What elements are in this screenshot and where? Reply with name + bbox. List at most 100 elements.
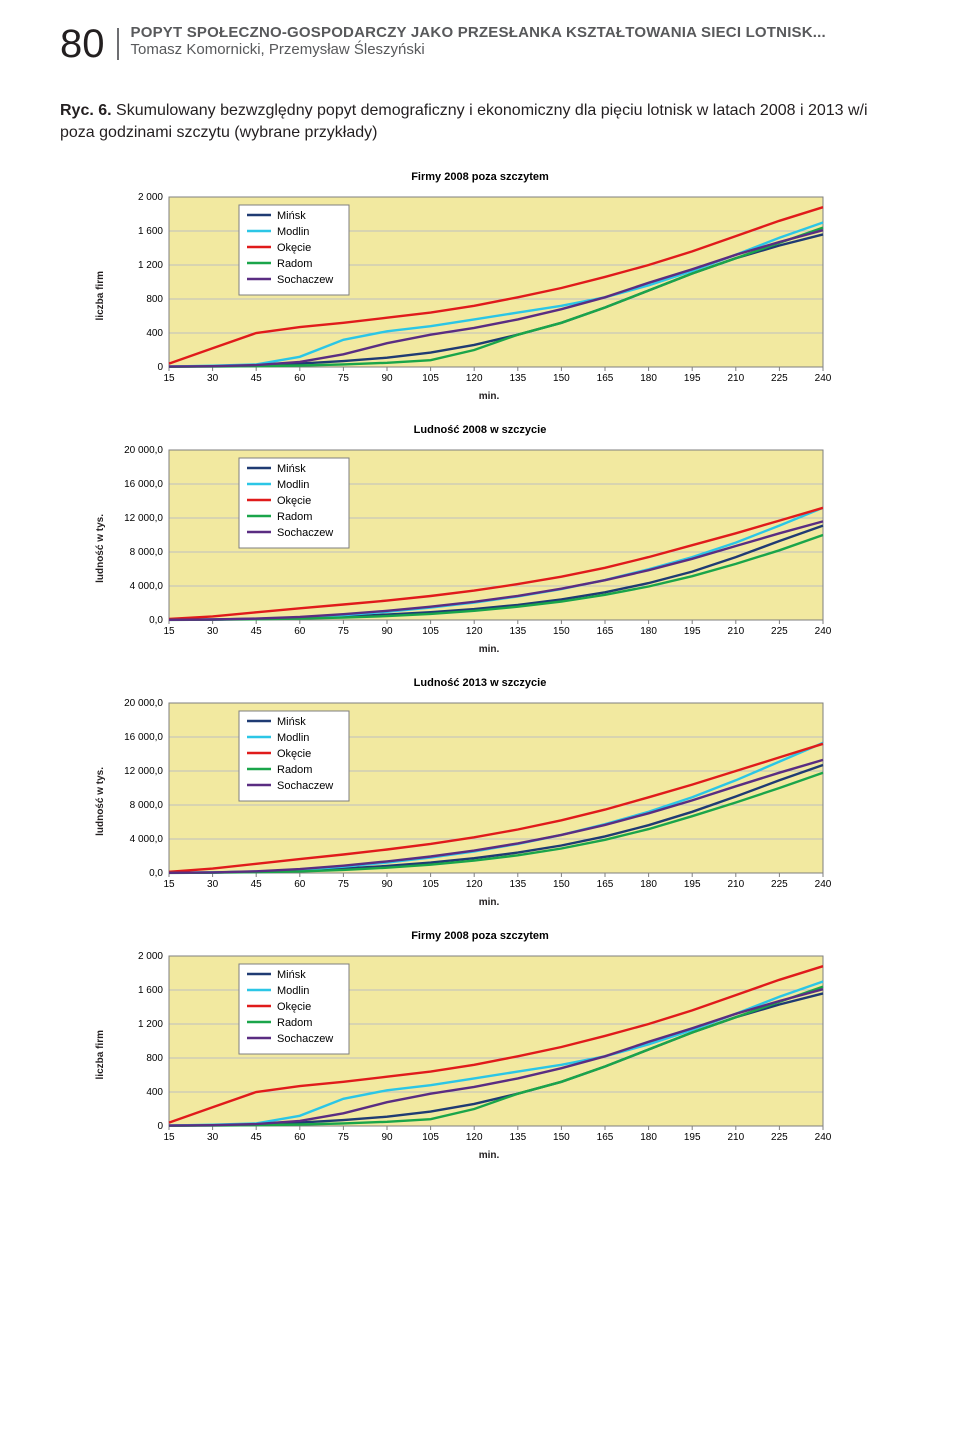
y-axis-label: ludność w tys. (95, 514, 113, 583)
y-tick-label: 4 000,0 (130, 834, 164, 845)
x-tick-label: 60 (294, 373, 306, 384)
x-tick-label: 225 (771, 879, 788, 890)
x-tick-label: 90 (381, 626, 393, 637)
legend-label: Okęcie (277, 495, 311, 507)
legend-label: Sochaczew (277, 1033, 333, 1045)
legend-label: Modlin (277, 226, 309, 238)
x-tick-label: 90 (381, 1132, 393, 1143)
y-tick-label: 4 000,0 (130, 581, 164, 592)
chart-svg: 04008001 2001 6002 000153045607590105120… (113, 189, 833, 389)
legend-label: Mińsk (277, 210, 306, 222)
chart-svg: 04008001 2001 6002 000153045607590105120… (113, 948, 833, 1148)
x-tick-label: 210 (727, 373, 744, 384)
caption-lead: Ryc. 6. (60, 102, 112, 119)
x-tick-label: 75 (338, 879, 350, 890)
x-axis-label: min. (113, 1150, 865, 1161)
legend-label: Radom (277, 511, 312, 523)
y-axis-label: ludność w tys. (95, 767, 113, 836)
y-tick-label: 0,0 (149, 615, 163, 626)
x-tick-label: 30 (207, 879, 219, 890)
y-tick-label: 20 000,0 (124, 445, 163, 456)
x-tick-label: 30 (207, 626, 219, 637)
x-tick-label: 150 (553, 373, 570, 384)
x-tick-label: 135 (509, 626, 526, 637)
chart-block: Firmy 2008 poza szczytem liczba firm 0 40… (95, 171, 865, 402)
x-tick-label: 30 (207, 1132, 219, 1143)
chart-title: Ludność 2008 w szczycie (95, 424, 865, 436)
x-tick-label: 210 (727, 626, 744, 637)
x-tick-label: 15 (163, 1132, 175, 1143)
caption-body: Skumulowany bezwzględny popyt demografic… (60, 102, 868, 141)
x-tick-label: 60 (294, 1132, 306, 1143)
x-axis-label: min. (113, 391, 865, 402)
chart-svg: 0,04 000,08 000,012 000,016 000,020 000,… (113, 442, 833, 642)
x-tick-label: 105 (422, 1132, 439, 1143)
chart-title: Ludność 2013 w szczycie (95, 677, 865, 689)
page-number: 80 (60, 24, 105, 64)
y-tick-label: 8 000,0 (130, 547, 164, 558)
x-tick-label: 165 (597, 626, 614, 637)
x-tick-label: 180 (640, 373, 657, 384)
x-tick-label: 45 (251, 879, 263, 890)
header-title: POPYT SPOŁECZNO-GOSPODARCZY JAKO PRZESŁA… (131, 24, 826, 41)
x-tick-label: 195 (684, 373, 701, 384)
legend-label: Modlin (277, 479, 309, 491)
legend-label: Modlin (277, 985, 309, 997)
chart-title: Firmy 2008 poza szczytem (95, 930, 865, 942)
x-tick-label: 225 (771, 1132, 788, 1143)
x-tick-label: 120 (466, 1132, 483, 1143)
x-tick-label: 165 (597, 879, 614, 890)
y-axis-label: liczba firm (95, 1030, 113, 1079)
x-tick-label: 135 (509, 879, 526, 890)
legend-label: Radom (277, 764, 312, 776)
x-tick-label: 225 (771, 373, 788, 384)
x-tick-label: 75 (338, 626, 350, 637)
legend-label: Mińsk (277, 716, 306, 728)
x-tick-label: 150 (553, 626, 570, 637)
legend-label: Mińsk (277, 463, 306, 475)
x-tick-label: 165 (597, 1132, 614, 1143)
x-tick-label: 195 (684, 626, 701, 637)
x-tick-label: 240 (815, 626, 832, 637)
y-tick-label: 12 000,0 (124, 766, 163, 777)
legend-label: Sochaczew (277, 274, 333, 286)
x-tick-label: 105 (422, 879, 439, 890)
chart-title: Firmy 2008 poza szczytem (95, 171, 865, 183)
x-tick-label: 90 (381, 879, 393, 890)
legend-label: Okęcie (277, 1001, 311, 1013)
x-tick-label: 105 (422, 626, 439, 637)
x-tick-label: 45 (251, 626, 263, 637)
y-tick-label: 400 (146, 1087, 163, 1098)
y-tick-label: 12 000,0 (124, 513, 163, 524)
y-tick-label: 1 200 (138, 260, 163, 271)
y-tick-label: 0 (157, 1121, 163, 1132)
x-tick-label: 30 (207, 373, 219, 384)
y-tick-label: 20 000,0 (124, 698, 163, 709)
legend-label: Mińsk (277, 969, 306, 981)
x-axis-label: min. (113, 897, 865, 908)
x-tick-label: 15 (163, 626, 175, 637)
y-tick-label: 1 600 (138, 226, 163, 237)
x-tick-label: 165 (597, 373, 614, 384)
x-tick-label: 90 (381, 373, 393, 384)
x-tick-label: 60 (294, 626, 306, 637)
running-header: 80 POPYT SPOŁECZNO-GOSPODARCZY JAKO PRZE… (60, 24, 900, 64)
y-tick-label: 400 (146, 328, 163, 339)
y-tick-label: 800 (146, 294, 163, 305)
x-tick-label: 225 (771, 626, 788, 637)
x-tick-label: 15 (163, 879, 175, 890)
figure-caption: Ryc. 6. Skumulowany bezwzględny popyt de… (60, 100, 900, 143)
x-tick-label: 150 (553, 879, 570, 890)
x-tick-label: 180 (640, 879, 657, 890)
y-axis-label: liczba firm (95, 271, 113, 320)
x-tick-label: 240 (815, 879, 832, 890)
x-tick-label: 60 (294, 879, 306, 890)
y-tick-label: 0 (157, 362, 163, 373)
header-authors: Tomasz Komornicki, Przemysław Śleszyński (131, 41, 826, 58)
y-tick-label: 2 000 (138, 192, 163, 203)
x-tick-label: 195 (684, 879, 701, 890)
x-tick-label: 105 (422, 373, 439, 384)
y-tick-label: 800 (146, 1053, 163, 1064)
x-tick-label: 120 (466, 626, 483, 637)
legend-label: Radom (277, 258, 312, 270)
